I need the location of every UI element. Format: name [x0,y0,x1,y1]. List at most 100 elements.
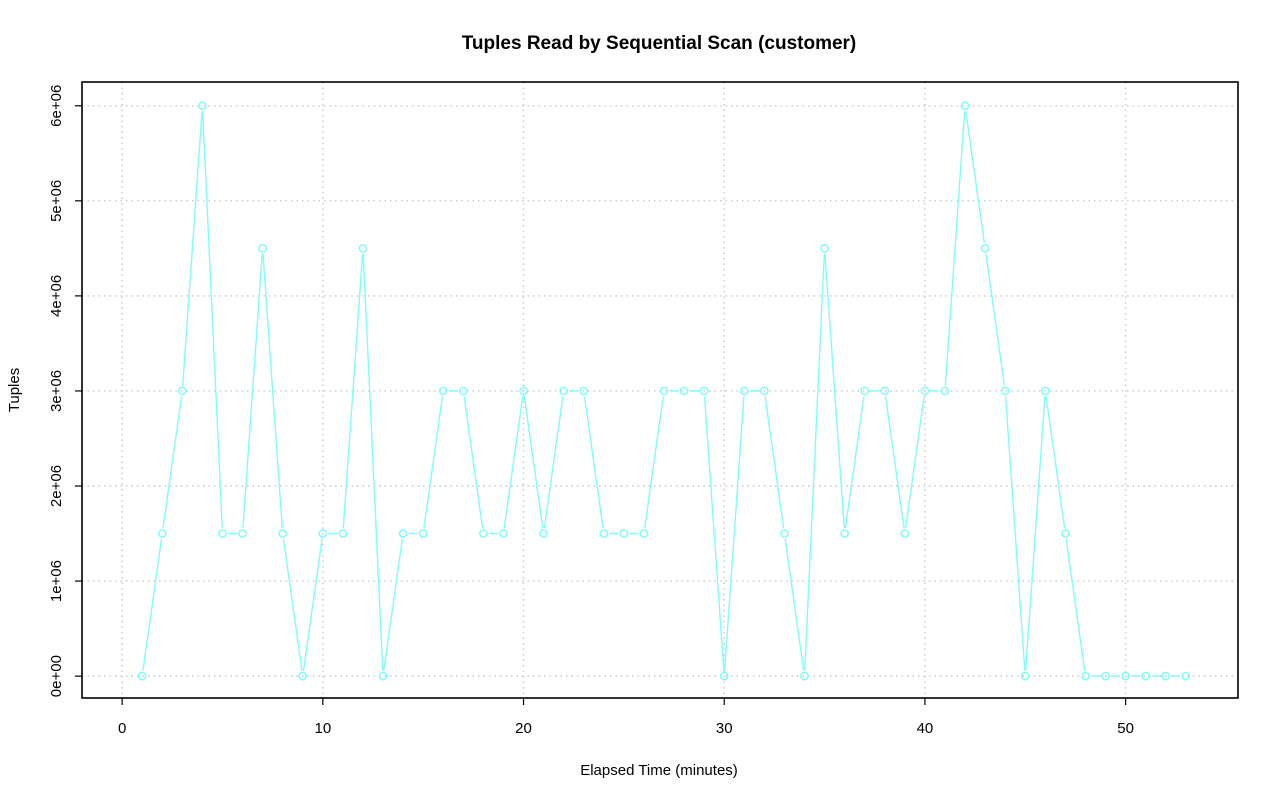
y-tick-label: 3e+06 [48,370,65,412]
data-point [177,386,187,396]
data-point [780,529,789,538]
data-point [1121,671,1130,681]
series-line-segment [201,111,223,529]
data-point [760,386,769,396]
data-point [1000,386,1010,396]
series-line-segment [503,396,524,529]
data-point [338,529,348,538]
series-line-segment [824,253,845,529]
data-point [559,386,569,396]
series-line-segment [302,538,323,671]
series-line-segment [884,396,905,529]
data-point [499,529,508,538]
series-line-segment [282,538,303,671]
data-point [418,529,428,538]
data-point [278,529,288,538]
data-point [599,529,609,538]
y-tick-label: 2e+06 [48,465,65,507]
series-line-segment [944,111,966,386]
data-point [157,529,167,538]
series-line-segment [162,396,183,529]
data-point [458,386,468,396]
series-line-segment [844,396,865,529]
series-layer [137,101,1191,681]
x-tick-label: 0 [118,720,126,737]
x-tick-label: 50 [1117,720,1134,737]
data-point [719,671,729,681]
data-point [1161,671,1171,681]
series-line-segment [1024,396,1046,671]
data-point [960,101,970,111]
data-point [920,386,930,396]
series-line-segment [423,396,444,529]
series-line-segment [723,396,745,671]
data-point [1040,386,1050,396]
series-line-segment [1065,538,1086,671]
series-line-segment [1004,396,1026,671]
series-line-segment [644,396,664,529]
y-tick-label: 5e+06 [48,180,65,222]
series-0 [137,101,1191,681]
data-point [980,244,990,253]
y-tick-label: 4e+06 [48,275,65,317]
data-point [800,671,809,681]
data-point [679,386,689,396]
series-line-segment [985,253,1006,386]
series-line-segment [965,111,986,244]
series-line-segment [583,396,604,529]
data-point [900,529,910,538]
y-tick-label: 6e+06 [48,85,65,127]
series-line-segment [523,396,544,529]
series-line-segment [764,396,785,529]
y-axis: 0e+00 1e+06 2e+06 3e+06 4e+06 5e+06 6e+06 [48,85,82,697]
data-point [238,529,247,538]
data-point [639,529,649,538]
data-point [1061,529,1070,538]
series-line-segment [543,396,564,529]
data-point [1181,671,1191,681]
data-point [479,529,488,538]
data-point [840,529,849,538]
series-line-segment [463,396,484,529]
data-point [820,244,829,253]
x-axis-label: Elapsed Time (minutes) [580,762,738,779]
data-point [358,244,368,253]
data-point [880,386,890,396]
x-tick-label: 20 [515,720,532,737]
plot-frame [81,81,1239,699]
series-line-segment [342,253,364,529]
data-point [1081,671,1090,681]
data-point [438,386,448,396]
series-line-segment [1045,396,1066,529]
series-line-segment [142,538,163,671]
series-line-segment [262,253,284,529]
series-line-segment [904,396,925,529]
x-tick-label: 40 [917,720,934,737]
x-tick-label: 10 [314,720,331,737]
x-axis: 0 10 20 30 40 50 [118,698,1134,737]
chart-title: Tuples Read by Sequential Scan (customer… [462,33,857,54]
data-point [579,386,589,396]
data-point [659,386,669,396]
data-point [619,529,629,538]
data-point [218,529,227,538]
data-point [298,671,308,681]
data-point [940,386,950,396]
y-axis-label: Tuples [6,368,23,412]
series-line-segment [362,253,384,671]
data-point [198,101,207,111]
y-tick-label: 1e+06 [48,560,65,602]
series-line-segment [703,396,725,671]
series-line-segment [182,111,203,386]
data-point [1101,671,1110,681]
data-point [258,244,267,253]
data-point [1141,671,1151,681]
data-point [137,671,147,681]
data-point [398,529,408,538]
data-point [699,386,709,396]
x-tick-label: 30 [716,720,733,737]
data-point [318,529,328,538]
series-line-segment [242,253,263,529]
y-tick-label: 0e+00 [48,655,65,697]
